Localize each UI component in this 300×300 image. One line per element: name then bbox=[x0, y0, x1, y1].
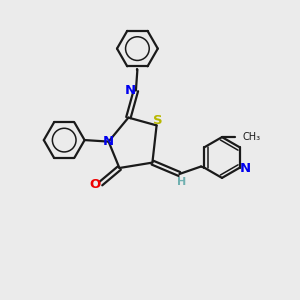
Text: N: N bbox=[239, 162, 250, 176]
Text: H: H bbox=[177, 177, 186, 188]
Text: CH₃: CH₃ bbox=[242, 132, 260, 142]
Text: N: N bbox=[103, 135, 114, 148]
Text: O: O bbox=[90, 178, 101, 191]
Text: N: N bbox=[125, 84, 136, 97]
Text: S: S bbox=[153, 113, 163, 127]
